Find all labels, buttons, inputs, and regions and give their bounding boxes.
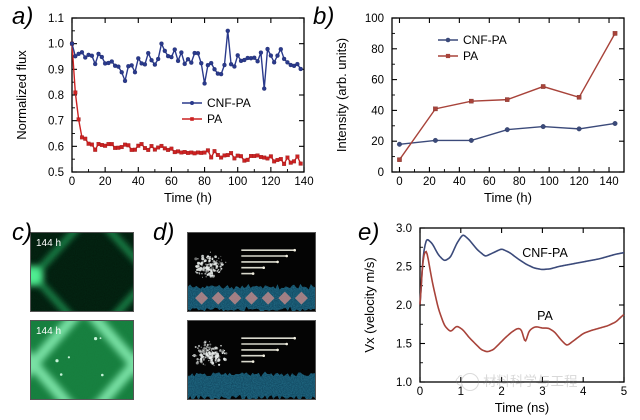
svg-text:144 h: 144 h [36, 238, 61, 249]
svg-text:2.5: 2.5 [396, 262, 412, 274]
svg-text:Time (h): Time (h) [484, 190, 532, 205]
svg-text:0.7: 0.7 [48, 116, 64, 128]
svg-text:Time (h): Time (h) [164, 190, 212, 205]
svg-text:20: 20 [423, 176, 436, 188]
svg-text:80: 80 [371, 44, 384, 56]
svg-text:100: 100 [365, 13, 384, 25]
svg-text:PA: PA [207, 112, 222, 126]
svg-text:5: 5 [621, 386, 627, 398]
svg-text:40: 40 [371, 105, 384, 117]
svg-text:Time (ns): Time (ns) [495, 400, 549, 415]
svg-text:CNF-PA: CNF-PA [522, 246, 568, 260]
svg-text:100: 100 [228, 176, 247, 188]
svg-text:120: 120 [570, 176, 589, 188]
svg-text:40: 40 [453, 176, 466, 188]
svg-text:PA: PA [463, 49, 478, 63]
svg-text:80: 80 [513, 176, 526, 188]
svg-text:0.6: 0.6 [48, 141, 64, 153]
svg-text:1.5: 1.5 [396, 339, 412, 351]
svg-text:120: 120 [261, 176, 280, 188]
svg-text:1.0: 1.0 [396, 377, 412, 389]
svg-text:1: 1 [458, 386, 464, 398]
svg-text:60: 60 [165, 176, 178, 188]
svg-text:144 h: 144 h [36, 326, 61, 337]
svg-text:60: 60 [483, 176, 496, 188]
svg-text:Vx (velocity m/s): Vx (velocity m/s) [362, 257, 377, 352]
svg-text:4: 4 [580, 386, 587, 398]
svg-text:20: 20 [99, 176, 112, 188]
svg-text:1.0: 1.0 [48, 39, 64, 51]
svg-text:20: 20 [371, 136, 384, 148]
svg-text:0.5: 0.5 [48, 167, 64, 179]
svg-text:100: 100 [540, 176, 559, 188]
svg-text:PA: PA [537, 309, 553, 323]
svg-text:0: 0 [396, 176, 402, 188]
svg-text:0: 0 [378, 167, 384, 179]
svg-text:1.1: 1.1 [48, 13, 64, 25]
svg-text:140: 140 [599, 176, 618, 188]
svg-text:CNF-PA: CNF-PA [207, 96, 251, 110]
svg-text:Intensity (arb. units): Intensity (arb. units) [334, 38, 349, 152]
svg-text:60: 60 [371, 75, 384, 87]
svg-text:材料科学与工程: 材料科学与工程 [483, 374, 578, 389]
svg-text:40: 40 [132, 176, 145, 188]
svg-text:140: 140 [294, 176, 313, 188]
svg-text:3.0: 3.0 [396, 223, 412, 235]
svg-text:Normalized flux: Normalized flux [14, 50, 29, 140]
svg-text:0: 0 [69, 176, 75, 188]
svg-text:0: 0 [417, 386, 423, 398]
svg-text:0.9: 0.9 [48, 64, 64, 76]
svg-text:80: 80 [198, 176, 211, 188]
svg-text:0.8: 0.8 [48, 90, 64, 102]
svg-text:CNF-PA: CNF-PA [463, 33, 507, 47]
svg-text:2.0: 2.0 [396, 300, 412, 312]
